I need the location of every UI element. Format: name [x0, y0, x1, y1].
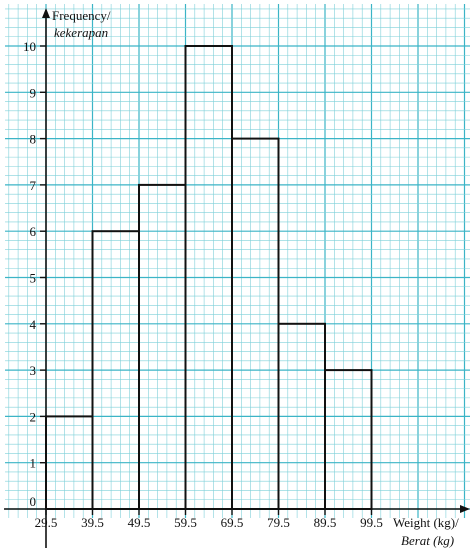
y-axis-title-line1: Frequency/ [52, 8, 111, 23]
x-tick-label: 99.5 [360, 515, 383, 530]
y-axis-title-line2: kekerapan [54, 25, 108, 40]
y-tick-label: 5 [30, 271, 37, 286]
y-tick-label: 9 [30, 85, 37, 100]
y-tick-label: 4 [30, 317, 37, 332]
x-tick-label: 59.5 [174, 515, 197, 530]
x-tick-label: 69.5 [221, 515, 244, 530]
x-axis-arrow [460, 505, 470, 513]
histogram-bar-7 [324, 369, 373, 510]
x-tick-label: 39.5 [81, 515, 104, 530]
y-tick-label: 6 [30, 224, 37, 239]
x-axis-title-line1: Weight (kg)/ [393, 515, 459, 530]
y-axis-arrow [42, 8, 50, 18]
y-tick-label: 1 [30, 456, 37, 471]
x-tick-label: 79.5 [267, 515, 290, 530]
labels: Frequency/ kekerapan Weight (kg)/ Berat … [52, 8, 459, 548]
x-tick-label: 29.5 [35, 515, 58, 530]
y-tick-label: 7 [30, 178, 37, 193]
x-tick-label: 89.5 [314, 515, 337, 530]
y-tick-label: 10 [23, 39, 36, 54]
axes: 0 1 2 3 4 5 6 7 8 9 10 29.5 39.5 49.5 59.5 69.5 79.5 89.5… [4, 8, 470, 548]
x-axis-title-line2: Berat (kg) [401, 533, 454, 548]
y-tick-label: 2 [30, 409, 37, 424]
y-tick-label: 0 [30, 494, 37, 509]
histogram-bar-3 [138, 183, 187, 510]
grid [5, 4, 470, 518]
y-tick-label: 3 [30, 363, 37, 378]
y-tick-label: 8 [30, 132, 37, 147]
x-tick-label: 49.5 [128, 515, 151, 530]
